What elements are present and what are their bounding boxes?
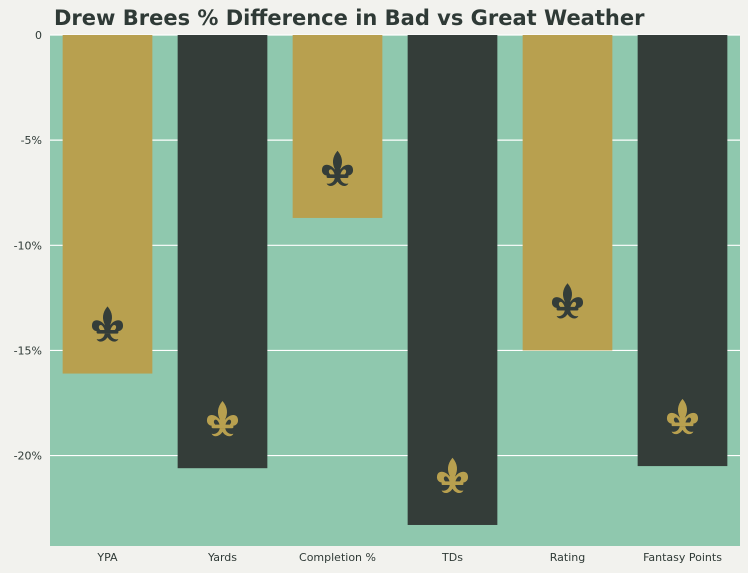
x-tick-label: Rating — [550, 551, 585, 564]
y-tick-label: -5% — [21, 134, 42, 147]
x-tick-label: Completion % — [299, 551, 376, 564]
plot-area — [50, 35, 740, 546]
chart-title: Drew Brees % Difference in Bad vs Great … — [54, 6, 645, 30]
y-tick-label: 0 — [35, 29, 42, 42]
bar-fantasy-points — [637, 35, 728, 467]
y-tick-label: -15% — [14, 344, 42, 357]
bar-yards — [177, 35, 268, 469]
x-tick-label: Fantasy Points — [643, 551, 722, 564]
bar-completion — [292, 35, 383, 218]
x-tick-label: Yards — [207, 551, 237, 564]
x-tick-label: TDs — [441, 551, 463, 564]
bar-tds — [407, 35, 498, 525]
y-tick-label: -20% — [14, 450, 42, 463]
y-tick-label: -10% — [14, 239, 42, 252]
x-tick-label: YPA — [96, 551, 118, 564]
